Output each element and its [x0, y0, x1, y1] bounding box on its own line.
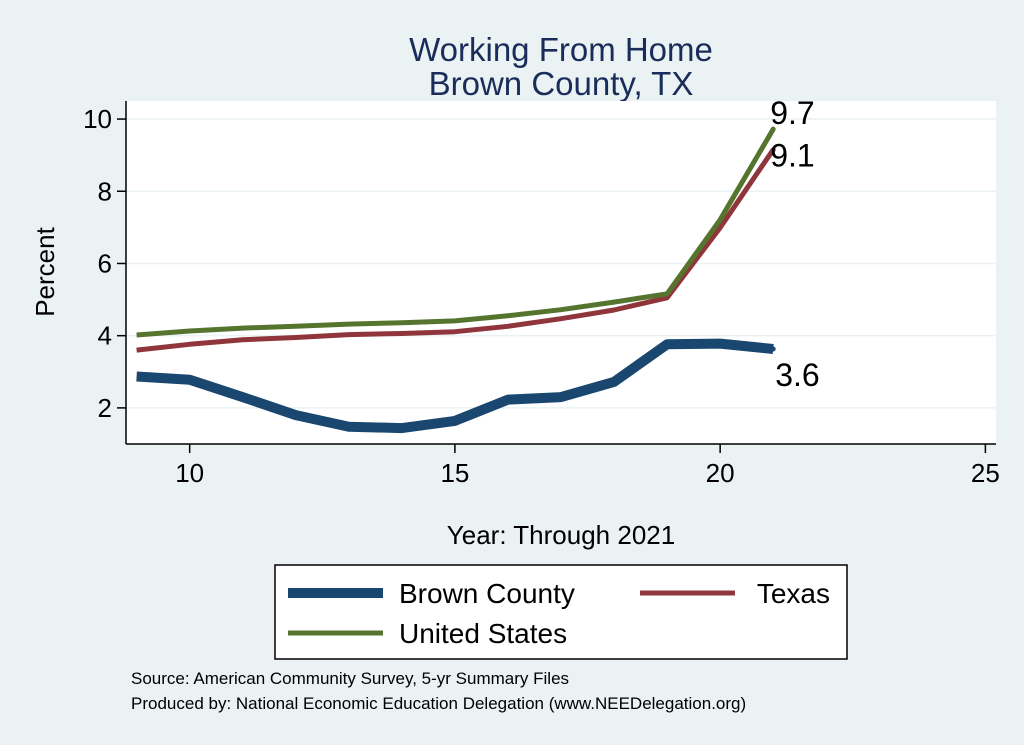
notes: Source: American Community Survey, 5-yr … [131, 669, 746, 713]
x-tick-label-0: 10 [175, 458, 204, 488]
series-end-point-texas [770, 147, 776, 153]
chart-title-line-2: Brown County, TX [429, 65, 694, 102]
y-tick-label-2: 6 [98, 248, 112, 278]
x-tick-label-3: 25 [971, 458, 1000, 488]
producer-note: Produced by: National Economic Education… [131, 694, 746, 713]
x-axis-label: Year: Through 2021 [447, 520, 675, 550]
chart-title-line-1: Working From Home [409, 31, 713, 68]
legend-label-brown-county: Brown County [399, 578, 575, 609]
legend-label-texas: Texas [757, 578, 830, 609]
legend-label-united-states: United States [399, 618, 567, 649]
plot-area [126, 101, 996, 444]
y-axis-label: Percent [30, 226, 60, 316]
x-tick-label-1: 15 [440, 458, 469, 488]
series-line-brown-county [136, 338, 774, 434]
y-tick-label-1: 4 [98, 321, 112, 351]
chart-title: Working From Home Brown County, TX [409, 31, 713, 102]
series-end-point-united-states [770, 126, 776, 132]
y-tick-label-4: 10 [83, 104, 112, 134]
end-label-brown-county: 3.6 [775, 357, 819, 393]
end-labels: 3.6 9.1 9.7 [770, 95, 819, 393]
end-label-united-states: 9.7 [770, 95, 814, 131]
series-line-texas [136, 148, 776, 353]
legend: Brown County Texas United States [274, 564, 848, 660]
legend-box [274, 564, 848, 660]
series-line-united-states [136, 127, 776, 338]
y-tick-label-3: 8 [98, 176, 112, 206]
axes: 2 4 6 8 10 10 15 20 25 [83, 101, 1000, 488]
y-tick-label-0: 2 [98, 393, 112, 423]
end-label-texas: 9.1 [770, 138, 814, 174]
x-tick-label-2: 20 [706, 458, 735, 488]
series-lines [136, 126, 776, 434]
source-note: Source: American Community Survey, 5-yr … [131, 669, 569, 688]
series-end-point-brown-county [770, 346, 776, 352]
